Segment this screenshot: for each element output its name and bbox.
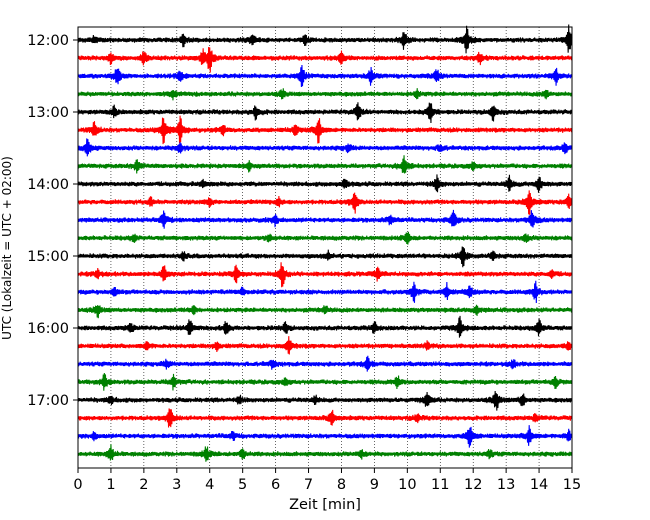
x-tick-label: 14 [530,477,548,493]
trace-1745 [77,444,573,462]
x-tick-label: 13 [497,477,515,493]
trace-1230 [77,65,573,87]
x-tick-label: 7 [304,477,313,493]
x-tick-label: 2 [139,477,148,493]
x-tick-label: 4 [205,477,214,493]
y-axis-label: UTC (Lokalzeit = UTC + 02:00) [0,156,14,340]
trace-1445 [77,231,573,245]
trace-1600 [77,315,573,338]
trace-1630 [77,355,573,372]
trace-1730 [77,425,573,448]
x-tick-label: 10 [398,477,416,493]
y-axis: 12:00 13:00 14:00 15:00 16:00 17:00 [27,33,78,409]
trace-1400 [77,174,573,193]
x-tick-label: 15 [563,477,581,493]
trace-1330 [77,138,573,157]
x-tick-label: 5 [238,477,247,493]
x-tick-label: 8 [337,477,346,493]
trace-1345 [77,155,573,174]
trace-1530 [77,280,573,304]
y-tick-label: 12:00 [27,33,69,49]
seismogram-traces [77,24,573,462]
plot-area [78,27,572,468]
trace-1645 [77,372,573,391]
x-tick-label: 11 [431,477,449,493]
trace-1430 [77,209,573,229]
x-axis-label: Zeit [min] [289,497,361,513]
trace-1700 [77,390,573,411]
trace-1515 [77,262,573,288]
trace-1215 [77,47,573,73]
plot-frame [77,26,573,469]
y-tick-label: 15:00 [27,249,69,265]
y-tick-label: 17:00 [27,393,69,409]
trace-1315 [77,115,573,145]
x-tick-label: 12 [464,477,482,493]
trace-1200 [77,24,573,54]
trace-1615 [77,336,573,355]
x-tick-label: 6 [271,477,280,493]
y-tick-label: 16:00 [27,321,69,337]
trace-1245 [77,88,573,101]
trace-1415 [77,190,573,215]
x-axis: 0 1 2 3 4 5 6 7 8 9 10 11 12 13 14 15 [73,468,581,493]
trace-1300 [77,102,573,124]
x-tick-label: 3 [172,477,181,493]
trace-1500 [77,246,573,268]
x-tick-label: 9 [370,477,379,493]
y-tick-label: 13:00 [27,105,69,121]
y-tick-label: 14:00 [27,177,69,193]
x-tick-label: 0 [73,477,82,493]
trace-1715 [77,408,573,428]
x-tick-label: 1 [106,477,115,493]
trace-1545 [77,304,573,319]
